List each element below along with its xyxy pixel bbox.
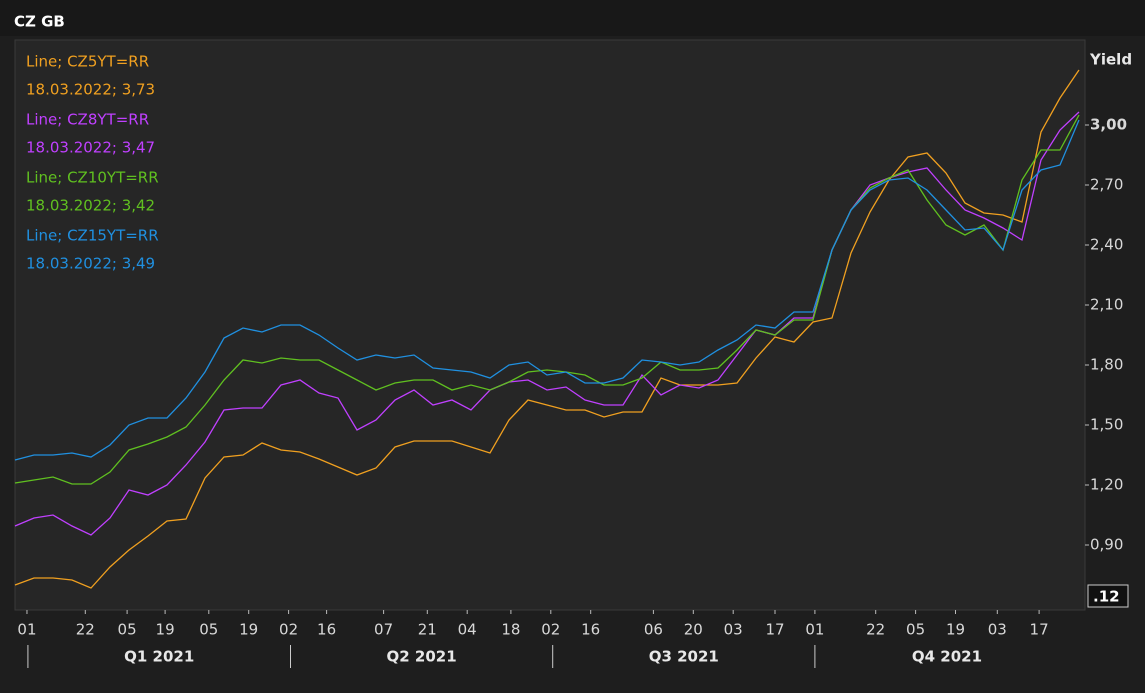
x-tick-label: 05 — [906, 621, 925, 639]
legend-label: Line; CZ5YT=RR — [26, 53, 149, 71]
x-tick-label: 18 — [501, 621, 520, 639]
x-tick-label: 22 — [76, 621, 95, 639]
title-bar — [0, 0, 1145, 36]
x-tick-label: 07 — [374, 621, 393, 639]
x-tick-label: 19 — [239, 621, 258, 639]
quarter-label: Q1 2021 — [124, 648, 194, 666]
x-tick-label: 01 — [805, 621, 824, 639]
chart-title: CZ GB — [14, 13, 65, 31]
x-tick-label: 03 — [724, 621, 743, 639]
y-tick-label: 1,80 — [1090, 356, 1123, 374]
x-tick-label: 01 — [17, 621, 36, 639]
y-tick-label: 1,20 — [1090, 476, 1123, 494]
x-tick-label: 05 — [199, 621, 218, 639]
legend-value: 18.03.2022; 3,73 — [26, 81, 155, 99]
x-tick-label: 21 — [418, 621, 437, 639]
series-line — [14, 119, 1080, 461]
series-line — [14, 111, 1080, 536]
legend-value: 18.03.2022; 3,49 — [26, 255, 155, 273]
legend-label: Line; CZ8YT=RR — [26, 111, 149, 129]
series-line — [14, 114, 1080, 485]
legend-value: 18.03.2022; 3,47 — [26, 139, 155, 157]
x-tick-label: 04 — [458, 621, 477, 639]
x-tick-label: 06 — [644, 621, 663, 639]
y-tick-label: 0,90 — [1090, 536, 1123, 554]
y-tick-label: 2,70 — [1090, 176, 1123, 194]
plot-area — [14, 39, 1086, 611]
x-tick-label: 19 — [156, 621, 175, 639]
x-tick-label: 20 — [684, 621, 703, 639]
x-tick-label: 03 — [988, 621, 1007, 639]
x-tick-label: 19 — [946, 621, 965, 639]
x-tick-label: 02 — [279, 621, 298, 639]
y-tick-label: 2,10 — [1090, 296, 1123, 314]
legend-label: Line; CZ15YT=RR — [26, 227, 159, 245]
annotation: .12 — [1093, 588, 1120, 606]
y-tick-label: 1,50 — [1090, 416, 1123, 434]
y-tick-label: 2,40 — [1090, 236, 1123, 254]
y-axis-label: Yield — [1089, 51, 1132, 69]
y-tick-label: 3,00 — [1090, 116, 1127, 134]
quarter-label: Q4 2021 — [912, 648, 982, 666]
legend-value: 18.03.2022; 3,42 — [26, 197, 155, 215]
x-tick-label: 22 — [866, 621, 885, 639]
x-tick-label: 17 — [765, 621, 784, 639]
x-tick-label: 05 — [118, 621, 137, 639]
series-line — [14, 69, 1080, 589]
legend-label: Line; CZ10YT=RR — [26, 169, 159, 187]
annotation-box — [1087, 584, 1129, 608]
x-tick-label: 17 — [1030, 621, 1049, 639]
quarter-label: Q2 2021 — [387, 648, 457, 666]
quarter-label: Q3 2021 — [649, 648, 719, 666]
x-tick-label: 16 — [317, 621, 336, 639]
x-tick-label: 02 — [541, 621, 560, 639]
x-tick-label: 16 — [581, 621, 600, 639]
